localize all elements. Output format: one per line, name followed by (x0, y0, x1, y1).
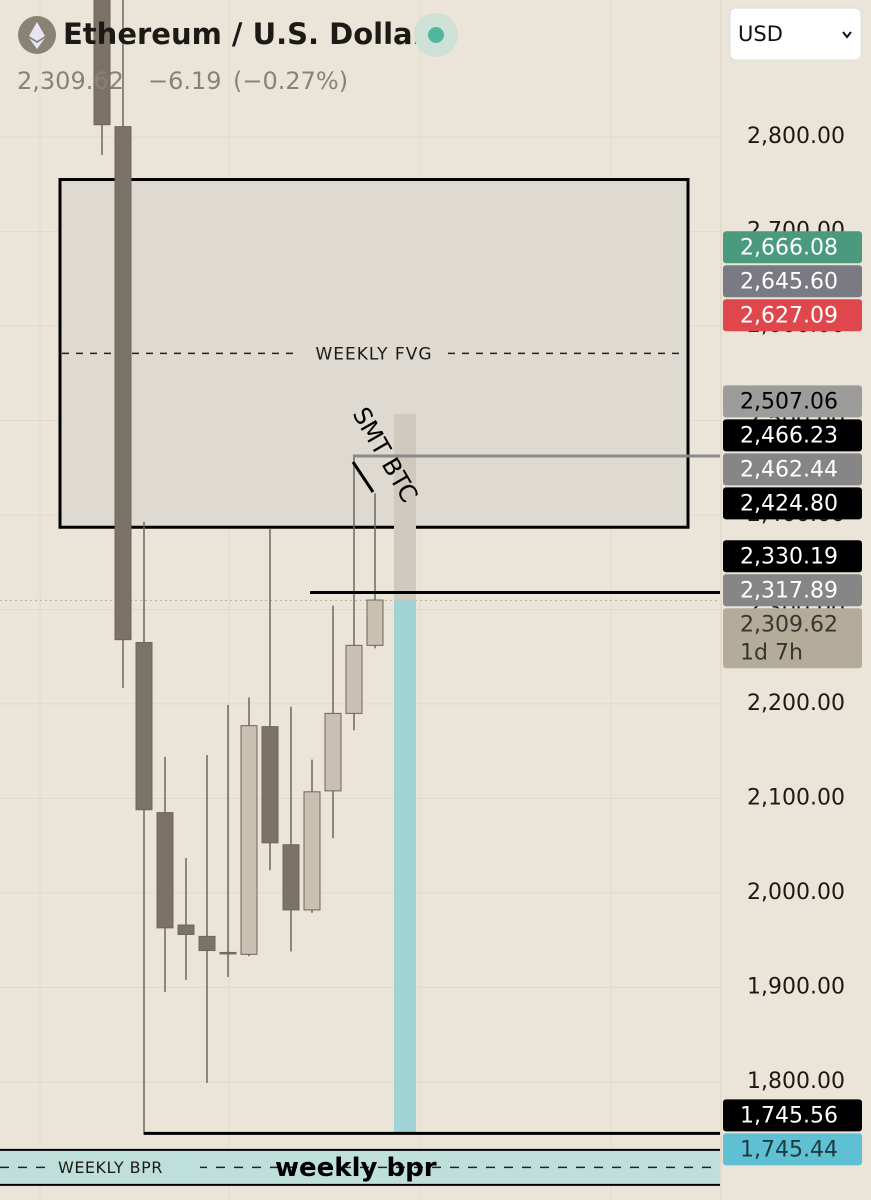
y-tick-label: 1,800.00 (747, 1069, 845, 1094)
price-change-pct: (−0.27%) (233, 67, 348, 95)
price-tag-label: 2,424.80 (740, 491, 838, 516)
price-tag-label: 2,330.19 (740, 544, 838, 569)
price-tag-label: 2,666.08 (740, 235, 838, 260)
candle-body (135, 642, 153, 811)
price-tag (723, 574, 862, 607)
header: Ethereum / U.S. Dollar 2,309.62 −6.19 (−… (17, 7, 862, 95)
currency-label: USD (738, 22, 783, 46)
price-tag (723, 1099, 862, 1132)
candle-body (177, 924, 195, 935)
price-tag-label: 2,466.23 (740, 423, 838, 448)
fvg-label: WEEKLY FVG (315, 344, 432, 364)
candle-body (114, 126, 132, 641)
candle-body (240, 725, 258, 955)
y-tick-label: 2,100.00 (747, 785, 845, 810)
fvg-box (58, 178, 690, 529)
status-dot (428, 27, 444, 43)
candle-body (156, 812, 174, 929)
candle-body (303, 791, 321, 911)
price-tag-label: 2,317.89 (740, 578, 838, 603)
price-tag-sub: 1d 7h (740, 640, 803, 665)
candle-body (345, 644, 363, 714)
price-tag (723, 1133, 862, 1166)
y-tick-label: 1,900.00 (747, 974, 845, 999)
price-tag (723, 540, 862, 573)
price-tag (723, 487, 862, 520)
price-tag-label: 1,745.44 (740, 1137, 838, 1162)
price-tag-label: 2,309.62 (740, 612, 838, 637)
chevron (842, 31, 852, 39)
candle-body (324, 712, 342, 792)
price-tag (723, 299, 862, 332)
bpr-note: weekly bpr (275, 1153, 437, 1183)
currency-select[interactable] (729, 7, 862, 61)
price-tag-label: 2,507.06 (740, 389, 838, 414)
candle-body (366, 599, 384, 646)
y-tick-label: 2,800.00 (747, 124, 845, 149)
measure-lower (394, 600, 416, 1134)
bpr-label: WEEKLY BPR (58, 1158, 163, 1177)
price-tag-label: 2,627.09 (740, 303, 838, 328)
price-tag-label: 2,645.60 (740, 269, 838, 294)
candle-body (261, 726, 279, 844)
price-tag (723, 231, 862, 264)
candle-body (198, 935, 216, 952)
measure-upper (394, 413, 416, 601)
symbol-title: Ethereum / U.S. Dollar (63, 17, 428, 51)
candle-body (282, 844, 300, 911)
price-change: −6.19 (148, 67, 222, 95)
price-tag-label: 2,462.44 (740, 457, 838, 482)
price-tag (723, 385, 862, 418)
bpr-label-bg (50, 1156, 200, 1179)
price-tag (723, 608, 862, 669)
eth-icon (29, 22, 45, 49)
smt-line (351, 461, 375, 493)
price-tags: 2,666.08 2,645.60 2,627.09 2,507.06 2,466.23… (723, 231, 862, 1166)
price-tag (723, 265, 862, 298)
y-tick-label: 2,000.00 (747, 880, 845, 905)
price-tag (723, 453, 862, 486)
candle-body (219, 951, 237, 955)
y-tick-label: 2,200.00 (747, 691, 845, 716)
price-tag (723, 419, 862, 452)
candle-body (93, 0, 111, 126)
last-price: 2,309.62 (17, 67, 124, 95)
price-tag-label: 1,745.56 (740, 1103, 838, 1128)
